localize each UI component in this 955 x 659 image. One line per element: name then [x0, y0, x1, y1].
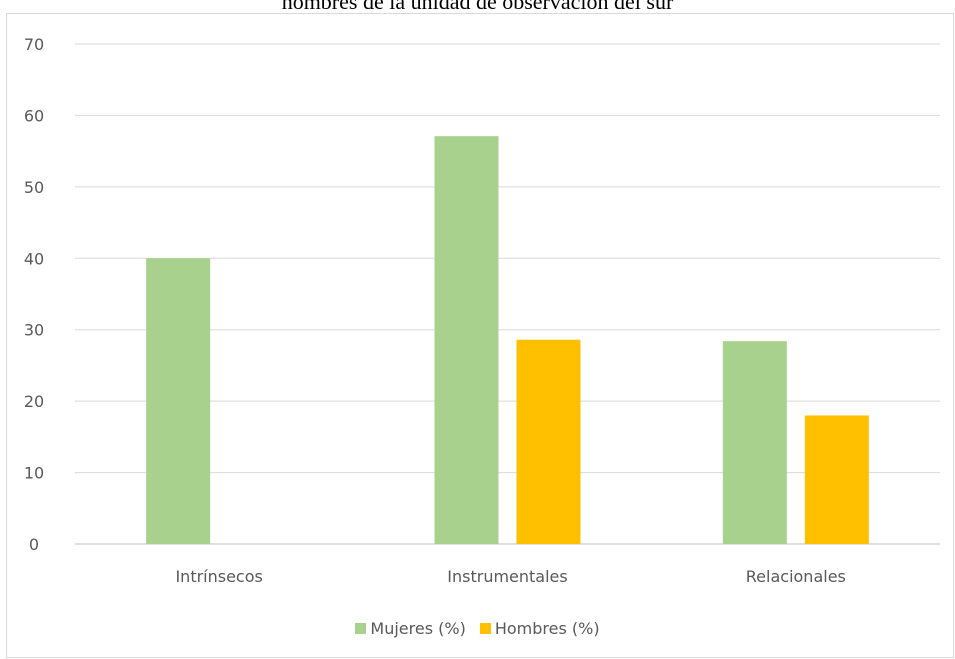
legend-label-hombres: Hombres (%) — [494, 619, 600, 638]
bar-mujeres — [146, 258, 211, 544]
y-tick-label: 70 — [24, 35, 44, 54]
x-category-label: Relacionales — [746, 567, 846, 586]
bar-hombres — [804, 415, 869, 544]
legend-swatch-hombres — [479, 623, 491, 634]
y-tick-label: 40 — [24, 249, 44, 268]
y-tick-label: 30 — [24, 321, 44, 340]
bars — [146, 136, 869, 544]
legend-swatch-mujeres — [355, 623, 367, 634]
x-category-label: Intrínsecos — [175, 567, 262, 586]
bar-hombres — [516, 339, 581, 544]
y-tick-label: 10 — [24, 464, 44, 483]
x-category-label: Instrumentales — [447, 567, 567, 586]
y-tick-label: 60 — [24, 106, 44, 125]
y-axis-tick-labels: 0 10 20 30 40 50 60 70 — [24, 35, 44, 554]
chart-title: hombres de la unidad de observación del … — [281, 0, 674, 14]
legend-item-mujeres: Mujeres (%) — [355, 619, 466, 638]
y-tick-label: 0 — [29, 535, 39, 554]
bar-mujeres — [722, 341, 787, 544]
gridlines — [75, 43, 940, 545]
y-tick-label: 50 — [24, 178, 44, 197]
y-tick-label: 20 — [24, 392, 44, 411]
bar-mujeres — [434, 136, 499, 544]
legend-item-hombres: Hombres (%) — [479, 619, 600, 638]
x-axis-category-labels: Intrínsecos Instrumentales Relacionales — [175, 567, 845, 586]
legend-label-mujeres: Mujeres (%) — [370, 619, 466, 638]
legend: Mujeres (%) Hombres (%) — [0, 619, 955, 638]
